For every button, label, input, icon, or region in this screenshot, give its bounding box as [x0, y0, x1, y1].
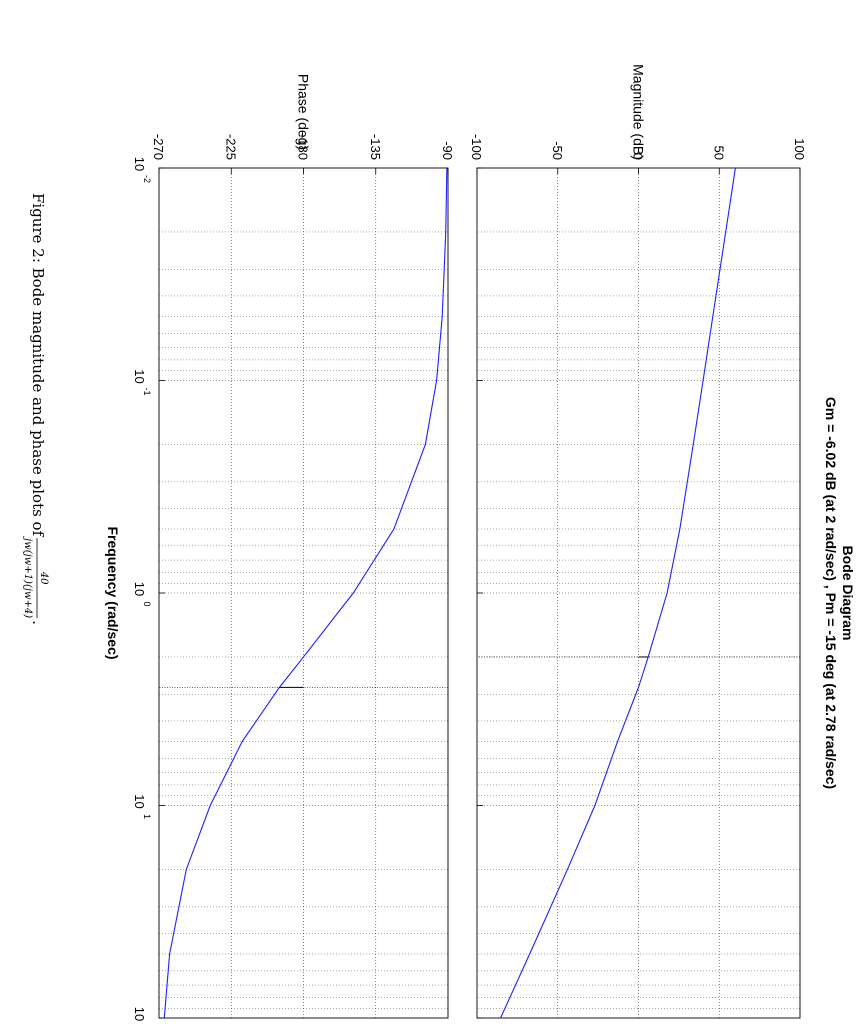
phase-tick-label: -270: [151, 134, 166, 160]
chart-title: Bode Diagram: [840, 546, 856, 641]
frequency-tick-label: 10: [132, 582, 147, 596]
frequency-tick-label: 10: [132, 157, 147, 171]
phase-tick-label: -90: [440, 141, 455, 160]
frequency-tick-exponent: -2: [142, 175, 152, 183]
magnitude-curve: [500, 167, 736, 1019]
frequency-tick-label: 10: [132, 1007, 147, 1021]
figure-caption: Figure 2: Bode magnitude and phase plots…: [22, 193, 49, 625]
frequency-tick-exponent: 0: [142, 601, 152, 606]
phase-tick-label: -135: [368, 134, 383, 160]
x-axis-label: Frequency (rad/sec): [105, 526, 121, 659]
magnitude-axis-label: Magnitude (dB): [631, 64, 647, 160]
caption-fraction-denominator: jw(jw+1)(jw+4): [22, 536, 33, 618]
phase-tick-label: -225: [223, 134, 238, 160]
magnitude-tick-label: -100: [469, 134, 484, 160]
magnitude-tick-label: -50: [550, 141, 565, 160]
caption-period: .: [29, 620, 47, 625]
phase-axis-label: Phase (deg): [296, 74, 312, 150]
caption-fraction-numerator: 40: [38, 571, 49, 585]
magnitude-tick-label: 0: [631, 153, 646, 160]
frequency-tick-label: 10: [132, 369, 147, 383]
phase-curve: [163, 167, 448, 1019]
caption-text: Figure 2: Bode magnitude and phase plots…: [29, 193, 47, 538]
chart-subtitle: Gm = -6.02 dB (at 2 rad/sec) , Pm = -15 …: [823, 397, 839, 789]
magnitude-tick-label: 100: [792, 138, 807, 160]
frequency-tick-exponent: 1: [142, 814, 152, 819]
frequency-tick-exponent: -1: [142, 387, 152, 395]
phase-tick-label: -180: [296, 134, 311, 160]
magnitude-tick-label: 50: [711, 146, 726, 160]
frequency-tick-label: 10: [132, 794, 147, 808]
